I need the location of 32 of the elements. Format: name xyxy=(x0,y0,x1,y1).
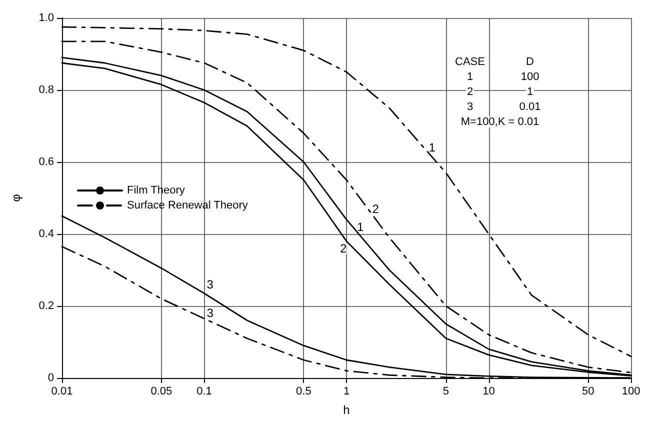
annotation: 1 xyxy=(466,71,474,83)
annotation: CASE xyxy=(455,56,485,68)
x-tick-label: 100 xyxy=(622,386,640,398)
x-tick-label: 10 xyxy=(482,386,495,398)
x-axis-title: h xyxy=(343,403,350,417)
annotation: 1 xyxy=(356,220,364,234)
annotation: D xyxy=(526,56,534,68)
annotation: 3 xyxy=(206,277,214,292)
x-tick-label: 0.5 xyxy=(296,386,312,398)
y-tick-label: 0.6 xyxy=(38,156,54,168)
annotation: 1 xyxy=(526,86,534,98)
annotation: 2 xyxy=(340,241,347,256)
x-tick-label: 50 xyxy=(582,386,594,398)
annotation: 100 xyxy=(520,71,540,83)
y-tick-label: 1.0 xyxy=(38,12,54,24)
annotation: 0.01 xyxy=(519,101,541,113)
annotation: 3 xyxy=(466,101,474,113)
y-tick-label: 0 xyxy=(48,372,54,384)
annotation: 1 xyxy=(428,140,436,155)
annotation: M=100,K = 0.01 xyxy=(460,116,540,128)
annotation: 2 xyxy=(372,202,380,216)
annotation: 3 xyxy=(206,306,214,320)
x-tick-label: 0.05 xyxy=(150,386,172,398)
y-tick-label: 0.2 xyxy=(38,300,54,312)
y-tick-label: 0.4 xyxy=(38,228,54,240)
annotation: 2 xyxy=(466,86,474,98)
y-axis-title: φ xyxy=(9,194,23,202)
x-tick-label: 0.1 xyxy=(196,386,212,398)
x-tick-label: 5 xyxy=(442,386,449,398)
x-tick-label: 1 xyxy=(343,386,350,398)
x-tick-label: 0.01 xyxy=(51,386,73,398)
y-tick-label: 0.8 xyxy=(38,84,54,96)
